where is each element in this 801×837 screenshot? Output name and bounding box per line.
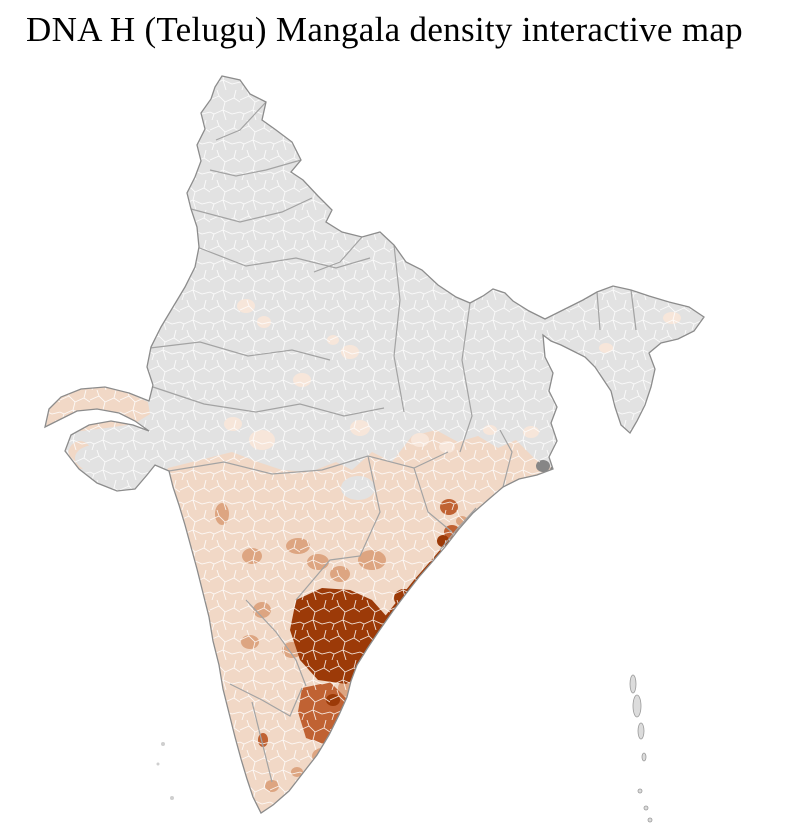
- state-borders: [149, 101, 637, 783]
- konkan-coast-high: [167, 508, 177, 526]
- district-border-mesh: [45, 76, 704, 813]
- lakshadweep-islands: [156, 742, 174, 800]
- andaman-nicobar-islands[interactable]: [629, 674, 653, 823]
- page-title: DNA H (Telugu) Mangala density interacti…: [26, 10, 743, 49]
- konkan-coast-high-2: [171, 536, 181, 558]
